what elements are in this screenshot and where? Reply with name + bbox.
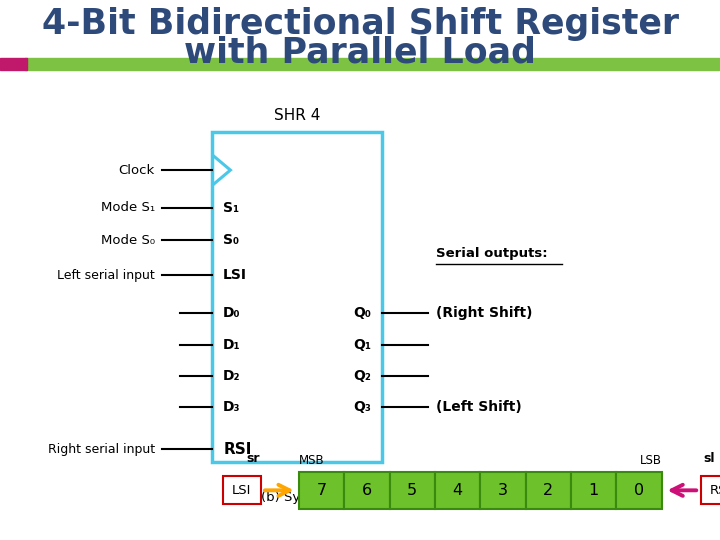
Bar (480, 472, 526, 509)
Text: 0: 0 (634, 483, 644, 498)
Text: S₀: S₀ (223, 233, 239, 247)
Text: LSI: LSI (223, 268, 247, 282)
Text: 4-Bit Bidirectional Shift Register: 4-Bit Bidirectional Shift Register (42, 8, 678, 41)
Text: Serial outputs:: Serial outputs: (436, 247, 547, 260)
Bar (344, 472, 390, 509)
Text: RSI: RSI (223, 442, 251, 457)
Text: 3: 3 (498, 483, 508, 498)
Text: Q₁: Q₁ (353, 338, 371, 352)
Text: 4: 4 (452, 483, 463, 498)
Text: Mode S₀: Mode S₀ (101, 234, 155, 247)
Text: (b) Symbol: (b) Symbol (261, 491, 333, 504)
Bar (390, 472, 435, 509)
Text: LSB: LSB (639, 454, 662, 467)
Text: with Parallel Load: with Parallel Load (184, 36, 536, 70)
Text: LSI: LSI (233, 484, 251, 497)
Text: D₀: D₀ (223, 306, 240, 320)
Bar (526, 472, 571, 509)
Text: 7: 7 (316, 483, 327, 498)
Text: MSB: MSB (299, 454, 325, 467)
Text: sr: sr (246, 453, 259, 465)
Text: SHR 4: SHR 4 (274, 107, 320, 123)
Text: Mode S₁: Mode S₁ (101, 201, 155, 214)
Text: S₁: S₁ (223, 201, 239, 215)
Bar (0, 58, 27, 70)
Text: 5: 5 (407, 483, 418, 498)
Bar (223, 476, 261, 504)
Text: Left serial input: Left serial input (57, 269, 155, 282)
Bar (701, 476, 720, 504)
Text: RSI: RSI (709, 484, 720, 497)
Text: (Right Shift): (Right Shift) (436, 306, 532, 320)
Text: sl: sl (703, 453, 715, 465)
Bar (212, 132, 382, 462)
Text: (Left Shift): (Left Shift) (436, 400, 521, 414)
Text: 6: 6 (361, 483, 372, 498)
Text: Q₃: Q₃ (353, 400, 371, 414)
Text: Clock: Clock (119, 164, 155, 177)
Text: 2: 2 (543, 483, 554, 498)
Text: Q₂: Q₂ (353, 369, 371, 383)
Text: Q₀: Q₀ (353, 306, 371, 320)
Text: Right serial input: Right serial input (48, 443, 155, 456)
Bar (571, 472, 616, 509)
Text: D₃: D₃ (223, 400, 240, 414)
Text: D₁: D₁ (223, 338, 240, 352)
Bar (616, 472, 662, 509)
Bar (435, 472, 480, 509)
Bar (25, 58, 720, 70)
Bar (299, 472, 344, 509)
Text: 1: 1 (588, 483, 599, 498)
Text: D₂: D₂ (223, 369, 240, 383)
